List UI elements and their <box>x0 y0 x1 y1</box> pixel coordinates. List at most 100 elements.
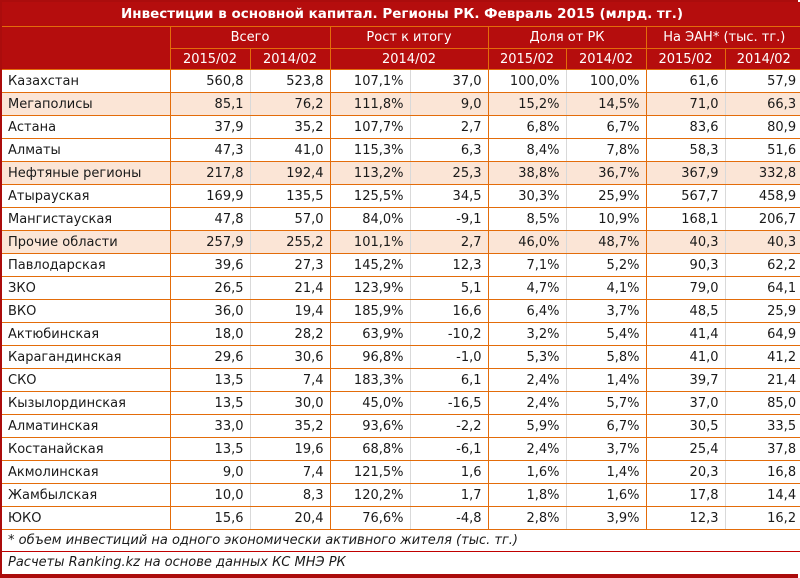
value-cell: 107,7% <box>329 115 410 139</box>
table-row: СКО 13,5 7,4 183,3% 6,1 2,4% 1,4% 39,7 21,4 <box>2 368 800 392</box>
value-cell: 48,5 <box>645 299 725 323</box>
table-row: Жамбылская 10,0 8,3 120,2% 1,7 1,8% 1,6% 17,8 14… <box>2 483 800 507</box>
page-title: Инвестиции в основной капитал. Регионы Р… <box>2 2 800 27</box>
value-cell: 111,8% <box>329 92 410 116</box>
value-cell: 62,2 <box>724 253 800 277</box>
value-cell: 5,8% <box>565 345 646 369</box>
value-cell: 66,3 <box>724 92 800 116</box>
value-cell: 13,5 <box>169 368 250 392</box>
value-cell: 168,1 <box>645 207 725 231</box>
value-cell: 125,5% <box>329 184 410 208</box>
value-cell: 5,9% <box>487 414 566 438</box>
value-cell: 9,0 <box>409 92 488 116</box>
value-cell: 20,4 <box>249 506 330 530</box>
value-cell: 47,3 <box>169 138 250 162</box>
value-cell: 8,5% <box>487 207 566 231</box>
value-cell: 107,1% <box>329 69 410 93</box>
value-cell: 458,9 <box>724 184 800 208</box>
value-cell: 51,6 <box>724 138 800 162</box>
value-cell: -4,8 <box>409 506 488 530</box>
value-cell: 145,2% <box>329 253 410 277</box>
value-cell: 217,8 <box>169 161 250 185</box>
table-row: Костанайская 13,5 19,6 68,8% -6,1 2,4% 3,7% 25,… <box>2 437 800 461</box>
value-cell: 33,5 <box>724 414 800 438</box>
value-cell: 3,7% <box>565 437 646 461</box>
value-cell: 83,6 <box>645 115 725 139</box>
value-cell: 6,4% <box>487 299 566 323</box>
subheader-share-2015: 2015/02 <box>487 48 567 70</box>
value-cell: 12,3 <box>409 253 488 277</box>
value-cell: 41,4 <box>645 322 725 346</box>
value-cell: 1,7 <box>409 483 488 507</box>
value-cell: 10,0 <box>169 483 250 507</box>
value-cell: 28,2 <box>249 322 330 346</box>
value-cell: 2,4% <box>487 368 566 392</box>
value-cell: 41,0 <box>645 345 725 369</box>
region-column-header <box>2 26 171 70</box>
value-cell: 19,4 <box>249 299 330 323</box>
value-cell: 15,2% <box>487 92 566 116</box>
value-cell: 61,6 <box>645 69 725 93</box>
value-cell: 7,8% <box>565 138 646 162</box>
value-cell: 57,0 <box>249 207 330 231</box>
value-cell: 19,6 <box>249 437 330 461</box>
region-cell: Костанайская <box>2 437 170 461</box>
value-cell: 37,0 <box>645 391 725 415</box>
value-cell: 332,8 <box>724 161 800 185</box>
value-cell: 257,9 <box>169 230 250 254</box>
value-cell: 7,4 <box>249 460 330 484</box>
value-cell: 8,4% <box>487 138 566 162</box>
table-row: Карагандинская 29,6 30,6 96,8% -1,0 5,3% 5,8% 4… <box>2 345 800 369</box>
source-note: Расчеты Ranking.kz на основе данных КС М… <box>2 551 800 574</box>
table-row: Прочие области 257,9 255,2 101,1% 2,7 46,0% 48… <box>2 230 800 254</box>
value-cell: 41,0 <box>249 138 330 162</box>
region-cell: Атырауская <box>2 184 170 208</box>
value-cell: 76,2 <box>249 92 330 116</box>
value-cell: 255,2 <box>249 230 330 254</box>
table-row: Алматы 47,3 41,0 115,3% 6,3 8,4% 7,8% 58,3 51,6 <box>2 138 800 162</box>
value-cell: 14,4 <box>724 483 800 507</box>
value-cell: 48,7% <box>565 230 646 254</box>
value-cell: 6,8% <box>487 115 566 139</box>
value-cell: 4,1% <box>565 276 646 300</box>
value-cell: 37,8 <box>724 437 800 461</box>
value-cell: 64,1 <box>724 276 800 300</box>
value-cell: 15,6 <box>169 506 250 530</box>
region-cell: Прочие области <box>2 230 170 254</box>
value-cell: 7,4 <box>249 368 330 392</box>
region-cell: Астана <box>2 115 170 139</box>
table-row: ЮКО 15,6 20,4 76,6% -4,8 2,8% 3,9% 12,3 16,2 <box>2 506 800 530</box>
table-row: Казахстан 560,8 523,8 107,1% 37,0 100,0% 100,0… <box>2 69 800 93</box>
value-cell: 39,7 <box>645 368 725 392</box>
value-cell: 35,2 <box>249 115 330 139</box>
value-cell: 5,7% <box>565 391 646 415</box>
value-cell: -10,2 <box>409 322 488 346</box>
value-cell: 3,7% <box>565 299 646 323</box>
footnote-ean: * объем инвестиций на одного экономическ… <box>2 529 800 552</box>
value-cell: 25,4 <box>645 437 725 461</box>
value-cell: 63,9% <box>329 322 410 346</box>
region-cell: СКО <box>2 368 170 392</box>
table-row: Павлодарская 39,6 27,3 145,2% 12,3 7,1% 5,2% 90… <box>2 253 800 277</box>
value-cell: 29,6 <box>169 345 250 369</box>
value-cell: 36,7% <box>565 161 646 185</box>
value-cell: 30,0 <box>249 391 330 415</box>
value-cell: 37,9 <box>169 115 250 139</box>
value-cell: 20,3 <box>645 460 725 484</box>
value-cell: 123,9% <box>329 276 410 300</box>
value-cell: 85,0 <box>724 391 800 415</box>
value-cell: -2,2 <box>409 414 488 438</box>
value-cell: 37,0 <box>409 69 488 93</box>
value-cell: 7,1% <box>487 253 566 277</box>
value-cell: 58,3 <box>645 138 725 162</box>
subheader-percapita-2014: 2014/02 <box>724 48 800 70</box>
value-cell: 84,0% <box>329 207 410 231</box>
value-cell: 2,4% <box>487 391 566 415</box>
value-cell: 2,4% <box>487 437 566 461</box>
value-cell: 1,6% <box>565 483 646 507</box>
data-table-body: Казахстан 560,8 523,8 107,1% 37,0 100,0% 100,0… <box>2 69 800 530</box>
region-cell: Алматинская <box>2 414 170 438</box>
value-cell: 17,8 <box>645 483 725 507</box>
region-cell: ЮКО <box>2 506 170 530</box>
region-cell: Актюбинская <box>2 322 170 346</box>
